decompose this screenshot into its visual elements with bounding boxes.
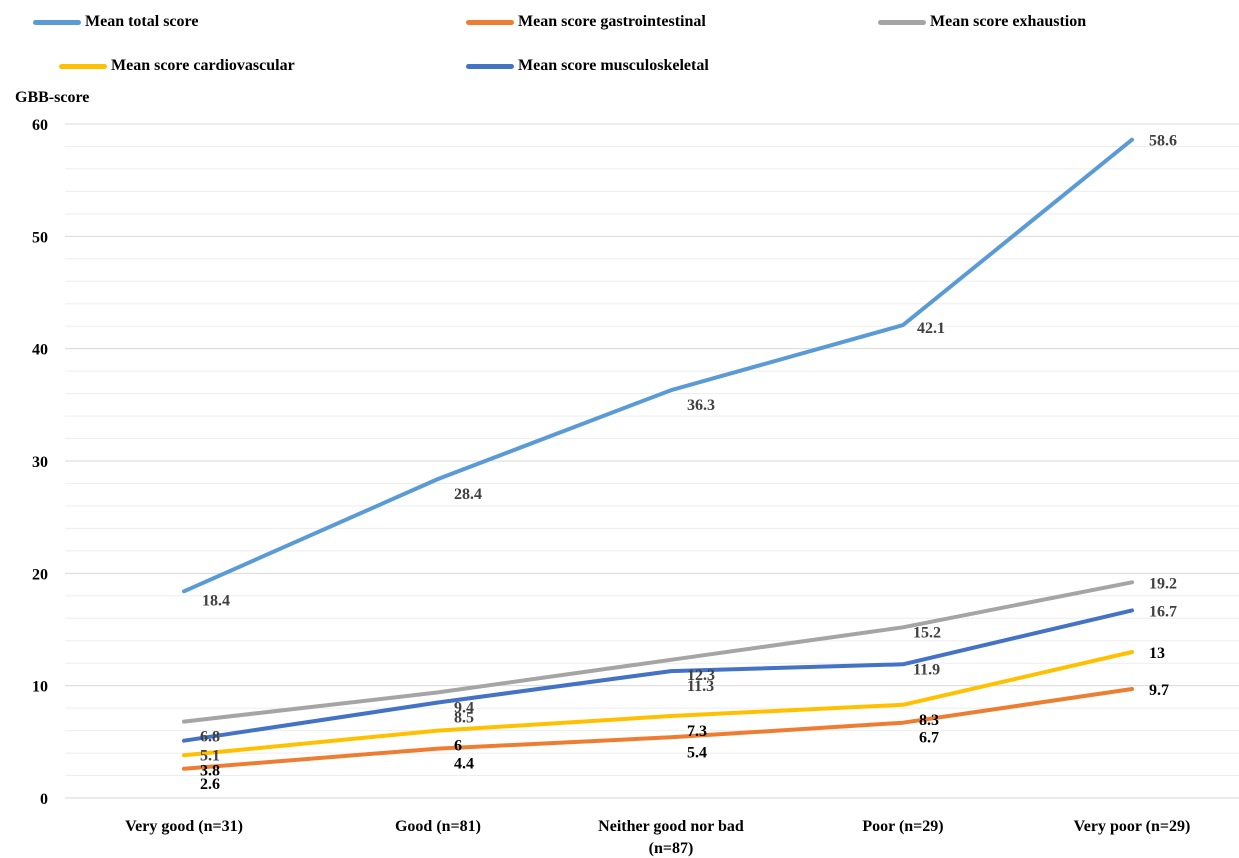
y-tick-label: 30 [32,454,48,471]
legend-item-gastrointestinal: Mean score gastrointestinal [466,13,706,31]
data-label-gastrointestinal: 9.7 [1149,682,1169,699]
data-label-gastrointestinal: 4.4 [454,756,474,773]
data-label-exhaustion: 9.4 [454,699,474,716]
data-label-cardiovascular: 6 [454,738,462,755]
data-label-exhaustion: 6.8 [200,729,220,746]
data-label-exhaustion: 19.2 [1149,575,1177,592]
legend-swatch-musculoskeletal [466,63,514,69]
legend-label-musculoskeletal: Mean score musculoskeletal [518,57,709,74]
legend-label-gastrointestinal: Mean score gastrointestinal [518,13,706,30]
series-line-gastrointestinal [182,687,1134,771]
legend-item-musculoskeletal: Mean score musculoskeletal [466,57,709,75]
data-label-total: 42.1 [917,320,945,337]
legend-label-cardiovascular: Mean score cardiovascular [111,57,295,74]
data-label-total: 58.6 [1149,133,1177,150]
data-label-exhaustion: 12.3 [687,667,715,684]
legend-swatch-total [33,19,81,25]
data-label-cardiovascular: 7.3 [687,723,707,740]
y-tick-label: 0 [40,791,48,808]
y-tick-label: 60 [32,117,48,134]
legend-swatch-cardiovascular [59,63,107,69]
data-label-total: 18.4 [202,592,230,609]
data-label-musculoskeletal: 11.9 [913,661,940,678]
legend-item-cardiovascular: Mean score cardiovascular [59,57,295,75]
legend-label-total: Mean total score [85,13,199,30]
data-label-musculoskeletal: 8.5 [454,710,474,727]
x-tick-label: Very good (n=31) [125,818,243,835]
data-label-total: 28.4 [454,486,482,503]
y-axis-title: GBB-score [15,89,90,106]
y-tick-label: 40 [32,342,48,359]
data-label-cardiovascular: 3.8 [200,762,220,779]
data-label-gastrointestinal: 2.6 [200,776,220,793]
legend-label-exhaustion: Mean score exhaustion [930,13,1087,30]
chart-legend: Mean total score Mean score gastrointest… [0,0,1239,90]
data-label-musculoskeletal: 11.3 [687,678,714,695]
series-line-exhaustion [182,580,1134,724]
series-line-total [182,137,1134,594]
legend-swatch-gastrointestinal [466,19,514,25]
data-label-cardiovascular: 8.3 [919,712,939,729]
x-tick-label: Neither good nor bad (n=87) [598,818,744,857]
x-tick-label: Good (n=81) [395,818,481,835]
data-label-total: 36.3 [687,397,715,414]
data-label-gastrointestinal: 6.7 [919,730,939,747]
data-label-exhaustion: 15.2 [913,624,941,641]
data-label-musculoskeletal: 16.7 [1149,603,1177,620]
x-tick-label: Very poor (n=29) [1074,818,1191,835]
y-tick-label: 20 [32,566,48,583]
data-label-cardiovascular: 13 [1149,645,1165,662]
x-tick-label: Poor (n=29) [862,818,943,835]
legend-item-total: Mean total score [33,13,198,31]
data-label-musculoskeletal: 5.1 [200,748,220,765]
data-label-gastrointestinal: 5.4 [687,744,707,761]
series-line-musculoskeletal [182,608,1134,743]
y-tick-label: 50 [32,229,48,246]
series-line-cardiovascular [182,650,1134,758]
legend-item-exhaustion: Mean score exhaustion [878,13,1086,31]
legend-swatch-exhaustion [878,19,926,25]
y-tick-label: 10 [32,679,48,696]
